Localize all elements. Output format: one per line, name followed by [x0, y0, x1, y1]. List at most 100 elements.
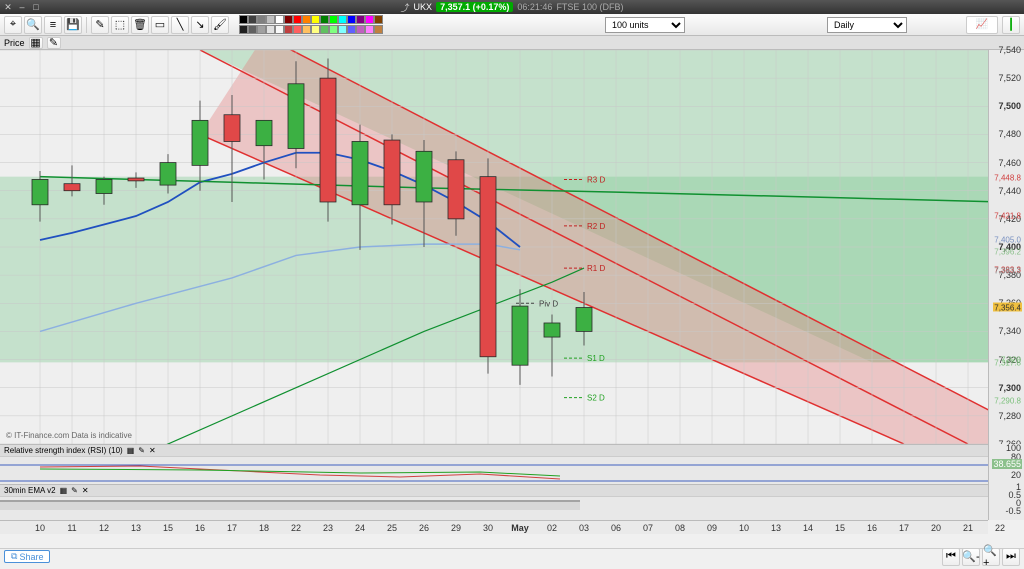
- window-close-icon[interactable]: ✕: [2, 1, 14, 13]
- window-maximize-icon[interactable]: □: [30, 1, 42, 13]
- x-tick-label: 10: [739, 523, 749, 533]
- y-tick-label: 7,460: [997, 158, 1022, 168]
- goto-start-button[interactable]: ⏮: [942, 548, 960, 566]
- arrow-tool[interactable]: ↘: [191, 16, 209, 34]
- color-swatch[interactable]: [329, 15, 338, 24]
- x-tick-label: 15: [835, 523, 845, 533]
- line-tool[interactable]: ╲: [171, 16, 189, 34]
- color-swatch[interactable]: [266, 15, 275, 24]
- y-tick-label: 7,500: [997, 101, 1022, 111]
- color-swatch[interactable]: [275, 15, 284, 24]
- color-swatch[interactable]: [311, 15, 320, 24]
- x-tick-label: 21: [963, 523, 973, 533]
- color-swatch[interactable]: [275, 25, 284, 34]
- x-tick-label: 14: [803, 523, 813, 533]
- y-level-label: 7,448.8: [993, 174, 1022, 183]
- main-price-chart[interactable]: R3 DR2 DR1 DPiv DS1 DS2 D © IT-Finance.c…: [0, 50, 988, 444]
- cursor-tool[interactable]: ⌖: [4, 16, 22, 34]
- chart-container: R3 DR2 DR1 DPiv DS1 DS2 D © IT-Finance.c…: [0, 50, 1024, 498]
- color-swatch[interactable]: [248, 15, 257, 24]
- save-tool[interactable]: 💾: [64, 16, 82, 34]
- color-swatch[interactable]: [293, 25, 302, 34]
- color-swatch[interactable]: [293, 15, 302, 24]
- color-swatch[interactable]: [302, 15, 311, 24]
- jump-icon[interactable]: ⤴: [401, 1, 410, 14]
- color-swatch[interactable]: [311, 25, 320, 34]
- rsi-y-axis: 10080602038.655: [988, 444, 1024, 484]
- x-tick-label: 11: [67, 523, 76, 533]
- price-settings-icon[interactable]: ▦: [29, 37, 43, 49]
- rect-tool[interactable]: ▭: [151, 16, 169, 34]
- x-tick-label: 08: [675, 523, 685, 533]
- color-swatch[interactable]: [365, 15, 374, 24]
- draw-tool-1[interactable]: ✎: [91, 16, 109, 34]
- color-swatch[interactable]: [320, 25, 329, 34]
- brush-tool[interactable]: 🖌: [211, 16, 229, 34]
- color-swatch[interactable]: [356, 25, 365, 34]
- x-tick-label: 22: [291, 523, 301, 533]
- y-level-label: 7,356.4: [993, 304, 1022, 313]
- zoom-in-button[interactable]: 🔍+: [982, 548, 1000, 566]
- rsi-current-value: 38.655: [992, 459, 1022, 469]
- window-minimize-icon[interactable]: –: [16, 1, 28, 13]
- color-swatch[interactable]: [257, 25, 266, 34]
- rsi-edit-icon[interactable]: ✎: [138, 446, 145, 455]
- x-tick-label: 18: [259, 523, 269, 533]
- draw-tool-2[interactable]: ⬚: [111, 16, 129, 34]
- y-tick-label: 7,540: [997, 45, 1022, 55]
- svg-text:R2 D: R2 D: [587, 222, 605, 231]
- x-tick-label: 13: [131, 523, 141, 533]
- goto-end-button[interactable]: ⏭: [1002, 548, 1020, 566]
- color-swatch[interactable]: [356, 15, 365, 24]
- color-swatch[interactable]: [374, 25, 383, 34]
- share-button[interactable]: ⧉ Share: [4, 550, 50, 563]
- trash-tool[interactable]: 🗑: [131, 16, 149, 34]
- chart-style-button[interactable]: 📈: [966, 16, 998, 34]
- symbol-label: UKX: [414, 2, 433, 12]
- color-swatch[interactable]: [257, 15, 266, 24]
- price-edit-icon[interactable]: ✎: [47, 37, 61, 49]
- x-tick-label: 25: [387, 523, 397, 533]
- x-tick-label: 17: [227, 523, 237, 533]
- color-swatch[interactable]: [284, 25, 293, 34]
- y-tick-label: 7,340: [997, 326, 1022, 336]
- y-tick-label: 7,300: [997, 383, 1022, 393]
- y-level-label: 7,383.2: [993, 266, 1022, 275]
- color-swatch[interactable]: [239, 15, 248, 24]
- color-swatch[interactable]: [266, 25, 275, 34]
- x-tick-label: 20: [931, 523, 941, 533]
- y-level-label: 7,290.8: [993, 396, 1022, 405]
- ema-settings-icon[interactable]: ▦: [60, 486, 68, 495]
- color-swatch[interactable]: [302, 25, 311, 34]
- instrument-label: FTSE 100 (DFB): [556, 2, 623, 12]
- color-swatch[interactable]: [329, 25, 338, 34]
- color-swatch[interactable]: [347, 15, 356, 24]
- color-swatch[interactable]: [248, 25, 257, 34]
- date-x-axis: 101112131516171822232425262930May0203060…: [0, 520, 988, 534]
- color-swatch[interactable]: [374, 15, 383, 24]
- x-tick-label: 17: [899, 523, 909, 533]
- y-tick-label: 7,280: [997, 411, 1022, 421]
- units-dropdown[interactable]: 100 units: [605, 17, 685, 33]
- rsi-settings-icon[interactable]: ▦: [127, 446, 135, 455]
- color-swatch[interactable]: [338, 15, 347, 24]
- x-tick-label: 06: [611, 523, 621, 533]
- color-swatch[interactable]: [365, 25, 374, 34]
- color-swatch[interactable]: [338, 25, 347, 34]
- candle-style-button[interactable]: ┃: [1002, 16, 1020, 34]
- list-tool[interactable]: ≡: [44, 16, 62, 34]
- color-swatch[interactable]: [284, 15, 293, 24]
- color-swatch[interactable]: [320, 15, 329, 24]
- zoom-tool[interactable]: 🔍: [24, 16, 42, 34]
- rsi-header: Relative strength index (RSI) (10) ▦ ✎ ✕: [0, 445, 988, 457]
- color-swatch[interactable]: [239, 25, 248, 34]
- rsi-y-label: 20: [1010, 470, 1022, 480]
- zoom-out-button[interactable]: 🔍-: [962, 548, 980, 566]
- ema-edit-icon[interactable]: ✎: [71, 486, 78, 495]
- ema-title: 30min EMA v2: [4, 486, 56, 495]
- color-swatch[interactable]: [347, 25, 356, 34]
- timeframe-dropdown[interactable]: Daily: [827, 17, 907, 33]
- color-palette: [235, 15, 383, 34]
- ema-close-icon[interactable]: ✕: [82, 486, 89, 495]
- rsi-close-icon[interactable]: ✕: [149, 446, 156, 455]
